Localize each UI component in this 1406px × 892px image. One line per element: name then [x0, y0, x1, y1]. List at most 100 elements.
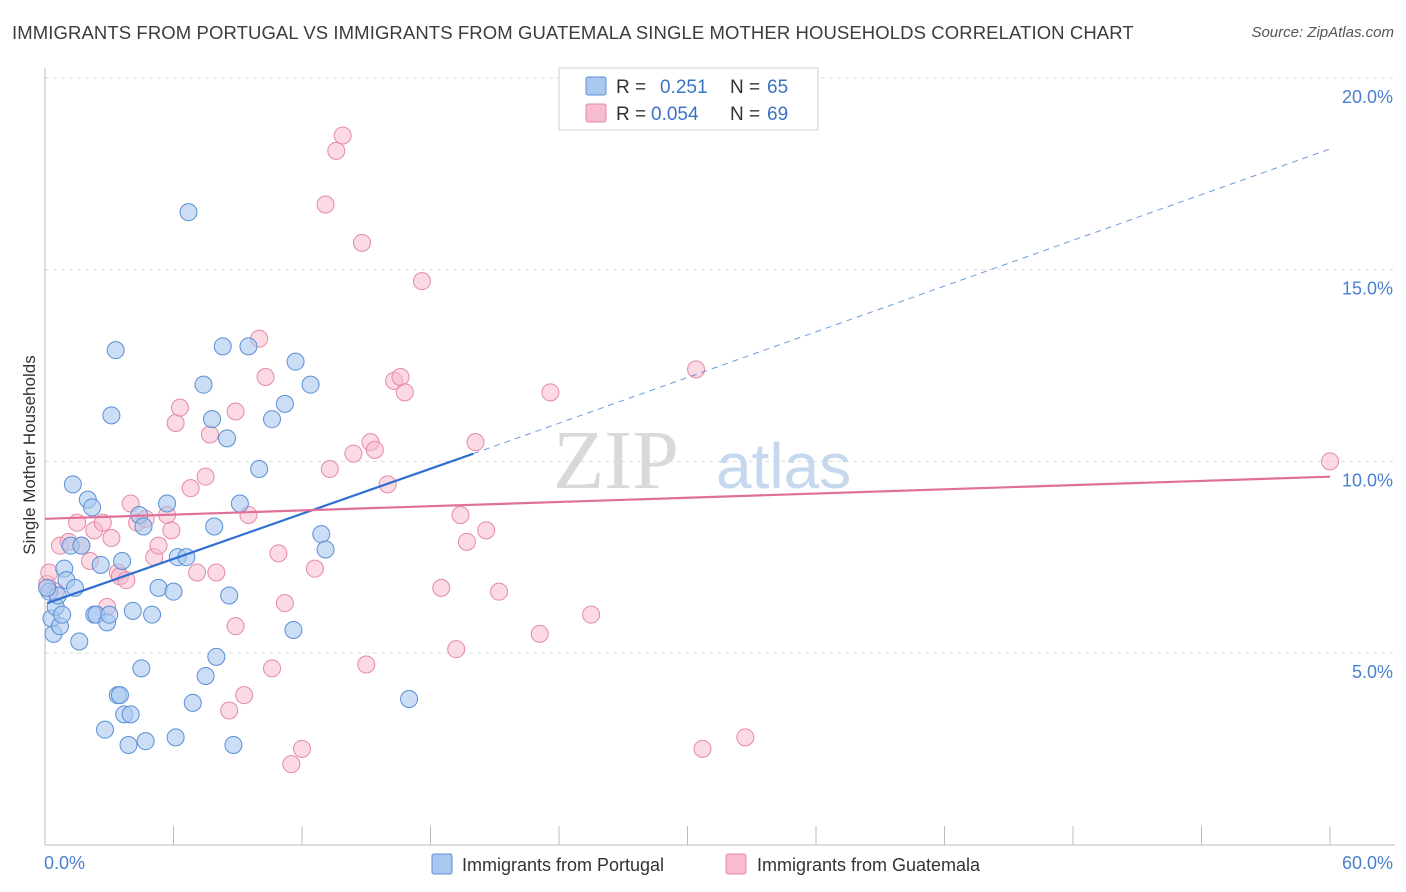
data-point-guatemala — [282, 755, 301, 774]
data-point-guatemala — [170, 398, 189, 417]
data-point-guatemala — [490, 582, 509, 601]
data-point-portugal — [119, 736, 138, 754]
trend-line-guatemala — [44, 475, 1331, 520]
legend-n-value-guatemala: 69 — [767, 104, 788, 125]
data-point-guatemala — [344, 444, 363, 463]
data-point-guatemala — [582, 605, 601, 624]
data-point-portugal — [179, 203, 198, 222]
data-point-guatemala — [181, 479, 200, 498]
watermark-zip: ZIP — [553, 414, 679, 507]
data-point-portugal — [132, 659, 151, 678]
data-point-guatemala — [235, 686, 254, 705]
data-point-portugal — [183, 693, 202, 712]
data-point-portugal — [123, 601, 142, 620]
data-point-guatemala — [93, 513, 112, 532]
data-point-guatemala — [736, 728, 755, 747]
data-point-guatemala — [352, 233, 371, 252]
data-point-guatemala — [1321, 452, 1339, 471]
data-point-guatemala — [541, 383, 560, 402]
data-point-guatemala — [275, 594, 294, 613]
data-point-portugal — [70, 632, 89, 651]
data-point-guatemala — [196, 467, 215, 486]
data-point-portugal — [194, 375, 213, 394]
data-point-guatemala — [166, 414, 185, 432]
data-point-portugal — [102, 406, 121, 425]
x-tick-label-max: 60.0% — [1342, 853, 1393, 873]
legend-n-value-portugal: 65 — [767, 77, 788, 98]
bottom-legend-label-guatemala: Immigrants from Guatemala — [757, 855, 981, 875]
data-point-portugal — [38, 578, 57, 597]
watermark: ZIP atlas — [553, 414, 851, 507]
watermark-atlas: atlas — [716, 430, 851, 502]
trend-lines — [44, 148, 1331, 605]
data-point-portugal — [72, 536, 91, 555]
data-point-portugal — [113, 552, 132, 570]
data-point-portugal — [207, 647, 226, 666]
y-tick-label: 15.0% — [1342, 279, 1393, 299]
grid-lines — [45, 77, 1395, 654]
data-point-guatemala — [226, 617, 245, 636]
data-point-portugal — [63, 475, 82, 494]
legend-n-label-guatemala: N = — [730, 104, 760, 125]
data-point-guatemala — [188, 563, 207, 582]
data-point-guatemala — [256, 368, 275, 386]
data-point-portugal — [263, 410, 282, 429]
data-point-portugal — [286, 352, 305, 371]
legend-r-label-portugal: R = — [616, 77, 646, 98]
data-point-guatemala — [466, 433, 485, 452]
data-point-portugal — [301, 375, 320, 394]
data-point-portugal — [203, 410, 222, 429]
data-point-portugal — [100, 605, 119, 624]
data-point-portugal — [213, 337, 232, 356]
data-point-portugal — [224, 736, 243, 754]
data-point-portugal — [53, 605, 72, 624]
data-point-portugal — [316, 540, 335, 559]
x-tick-label-min: 0.0% — [44, 853, 85, 873]
legend-swatch-guatemala — [585, 103, 607, 123]
data-point-portugal — [134, 517, 153, 536]
chart-source: Source: ZipAtlas.com — [1251, 24, 1394, 41]
data-point-portugal — [110, 686, 129, 705]
data-point-guatemala — [365, 440, 384, 459]
series-guatemala-points — [38, 126, 1339, 774]
bottom-legend-label-portugal: Immigrants from Portugal — [462, 855, 664, 875]
data-point-portugal — [400, 690, 419, 708]
data-point-guatemala — [149, 536, 168, 555]
data-point-guatemala — [357, 655, 376, 674]
data-point-portugal — [149, 578, 168, 597]
data-point-guatemala — [333, 126, 352, 145]
chart-title: IMMIGRANTS FROM PORTUGAL VS IMMIGRANTS F… — [12, 22, 1134, 43]
bottom-legend: Immigrants from Portugal Immigrants from… — [431, 853, 981, 875]
data-point-portugal — [220, 586, 239, 605]
data-point-portugal — [95, 720, 114, 739]
data-point-guatemala — [102, 529, 121, 547]
legend-r-label-guatemala: R = — [616, 104, 646, 125]
data-point-guatemala — [432, 578, 451, 597]
data-point-guatemala — [316, 195, 335, 214]
data-point-guatemala — [263, 659, 282, 678]
data-point-portugal — [205, 517, 224, 536]
y-tick-label: 20.0% — [1342, 87, 1393, 107]
data-point-portugal — [136, 732, 155, 751]
data-point-guatemala — [693, 739, 712, 758]
data-point-portugal — [83, 498, 102, 517]
y-axis-label: Single Mother Households — [20, 355, 39, 554]
legend-swatch-portugal — [585, 76, 607, 96]
data-point-guatemala — [293, 739, 311, 758]
series-portugal-points — [38, 203, 419, 754]
trend-line-portugal-extension — [473, 148, 1331, 455]
data-point-guatemala — [457, 532, 476, 551]
y-tick-label: 5.0% — [1352, 662, 1393, 682]
data-point-guatemala — [162, 521, 181, 540]
y-tick-label: 10.0% — [1342, 470, 1393, 490]
data-point-portugal — [196, 667, 215, 685]
data-point-portugal — [284, 621, 303, 639]
data-point-guatemala — [269, 544, 288, 563]
data-point-guatemala — [391, 368, 410, 386]
legend-r-value-guatemala: 0.054 — [651, 104, 699, 125]
data-point-guatemala — [327, 141, 346, 160]
trend-line-portugal — [46, 452, 474, 605]
data-point-guatemala — [687, 360, 706, 379]
data-point-guatemala — [451, 506, 470, 524]
